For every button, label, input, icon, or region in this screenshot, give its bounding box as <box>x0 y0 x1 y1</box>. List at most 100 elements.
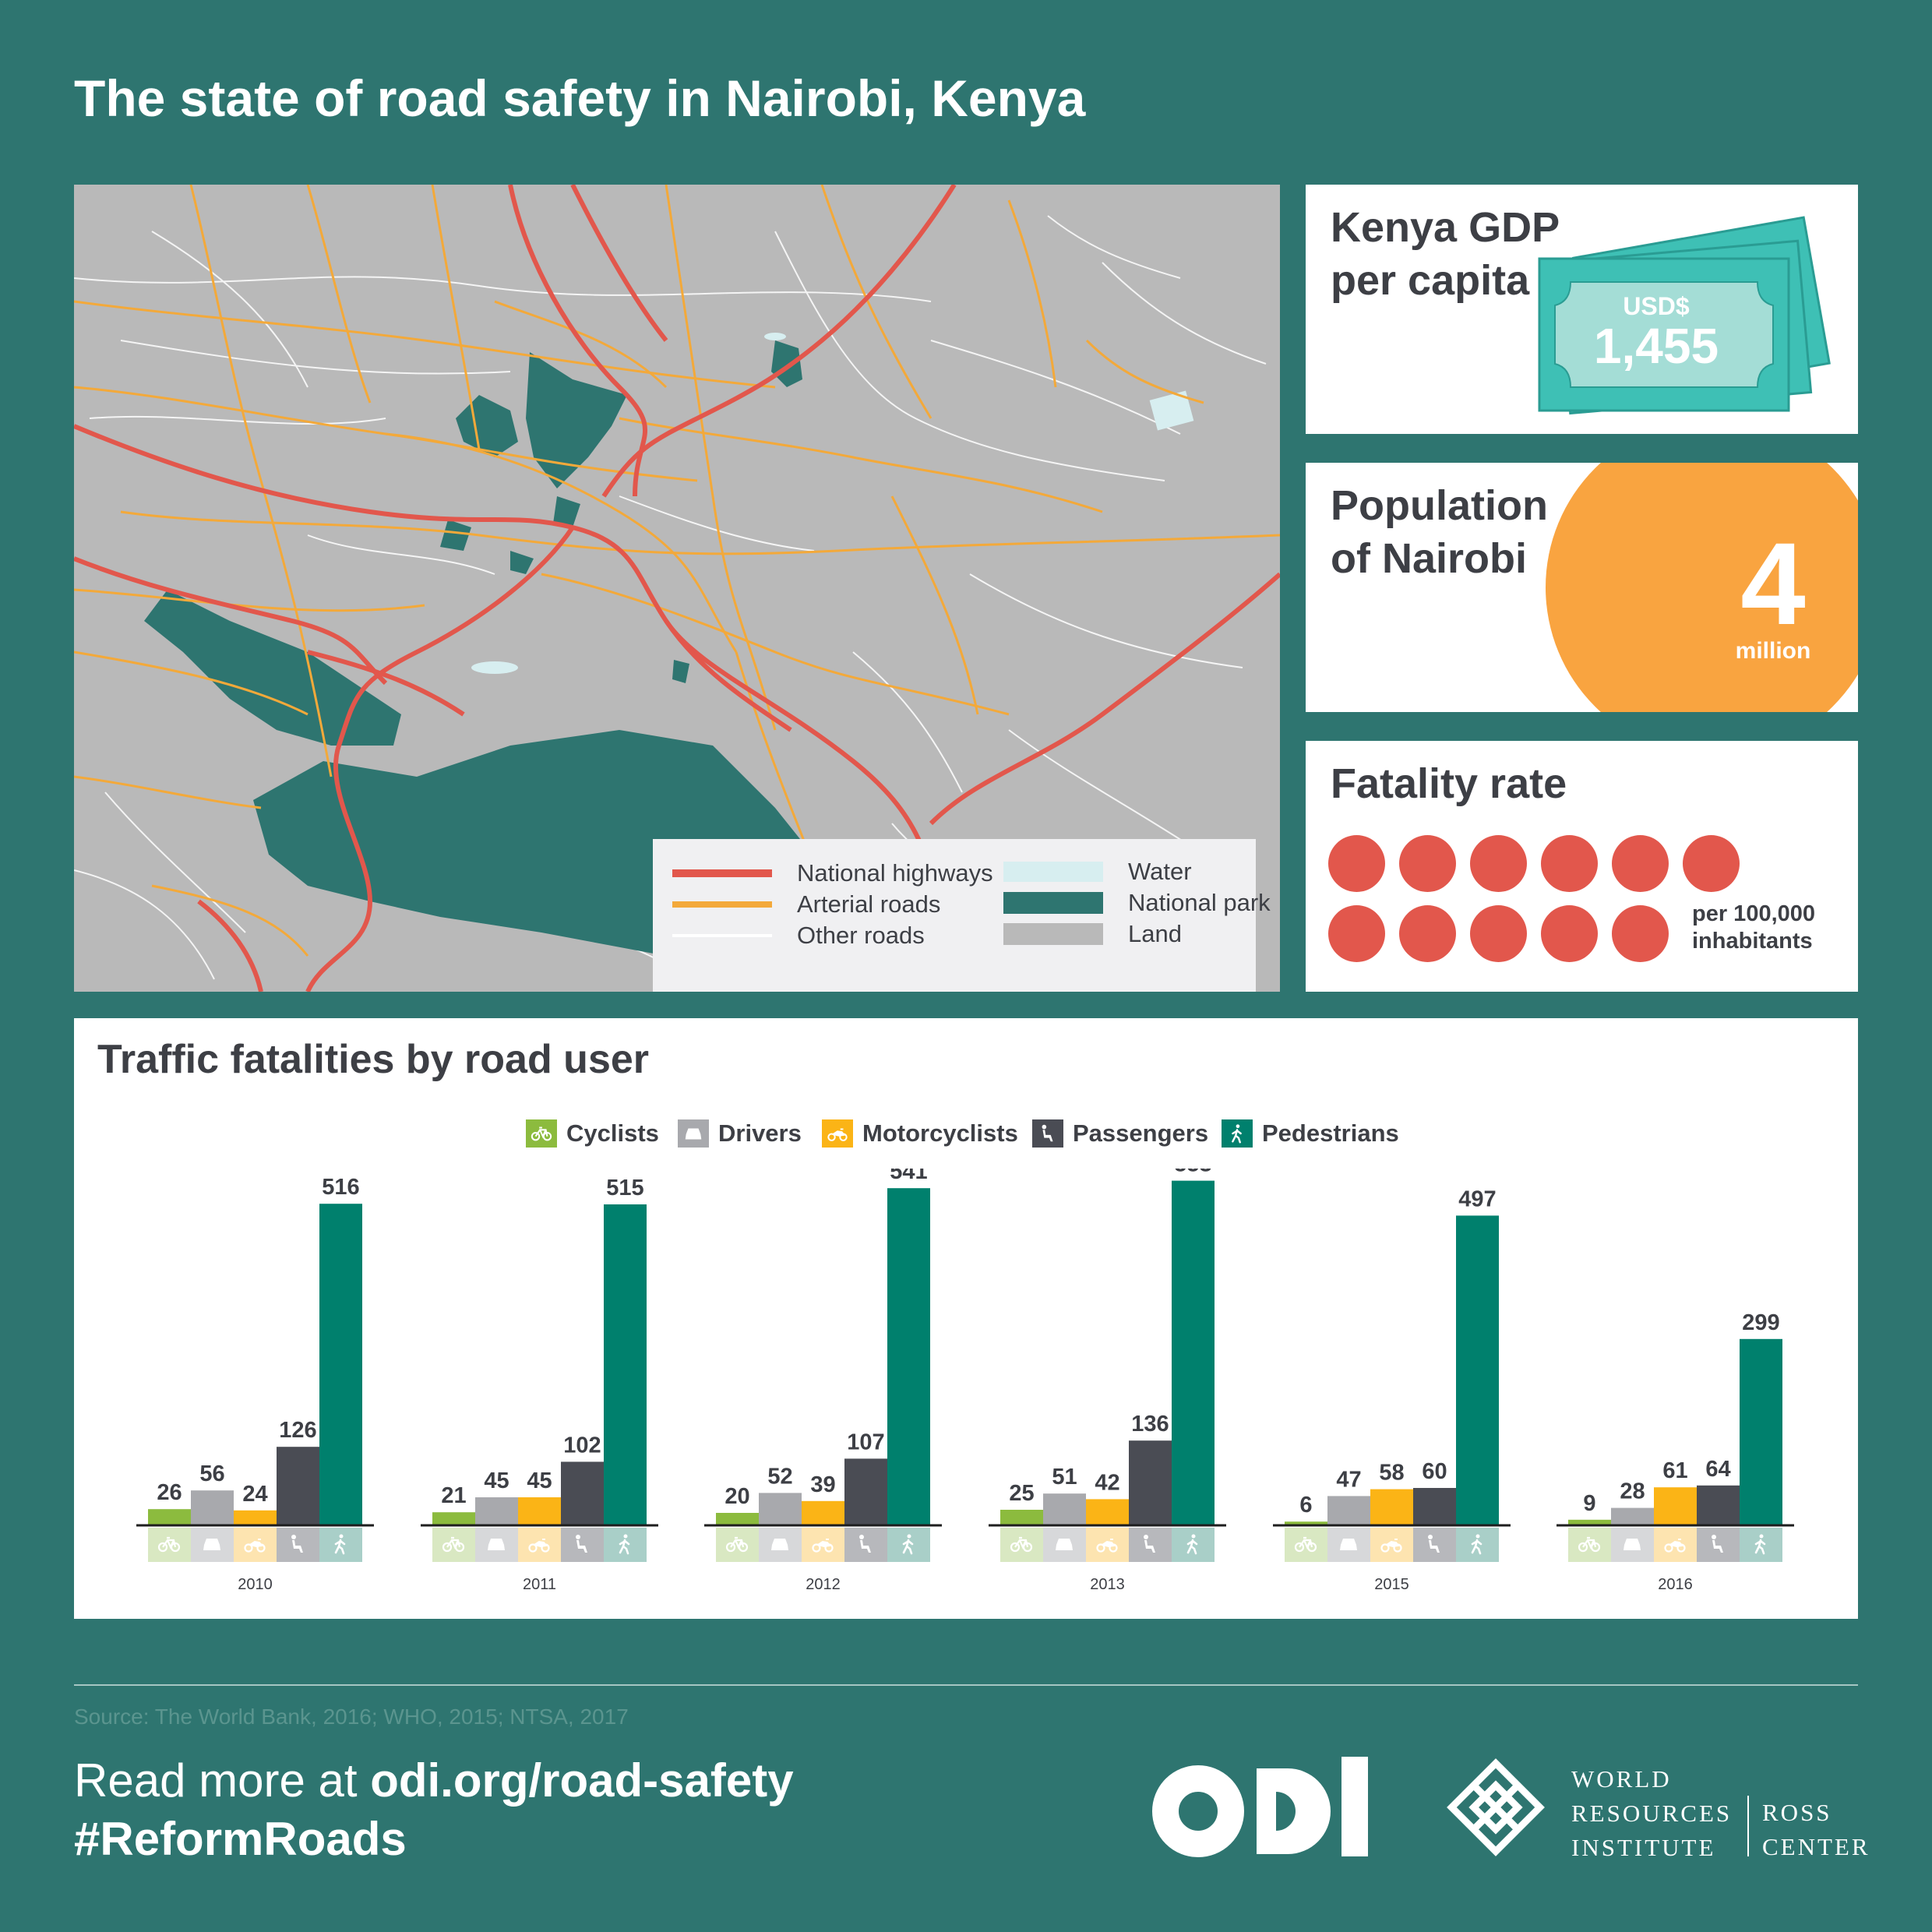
pedestrian-icon <box>334 1534 346 1555</box>
gdp-title: Kenya GDP per capita <box>1331 202 1560 307</box>
motorcycle-icon <box>1380 1539 1402 1553</box>
odi-logo <box>1152 1757 1368 1857</box>
bar-drivers-2011 <box>475 1497 518 1525</box>
map-other-roads <box>74 215 1267 980</box>
wri-logo-icon <box>1447 1758 1545 1856</box>
bar-group-2013: 25 51 42 136 553 2013 <box>989 1169 1226 1593</box>
ross-center-wordmark: ROSS CENTER <box>1762 1796 1870 1864</box>
pedestrian-icon <box>1471 1534 1482 1555</box>
icon-tile <box>561 1528 604 1562</box>
gdp-title-line2: per capita <box>1331 256 1530 304</box>
bar-passengers-2016 <box>1697 1485 1740 1525</box>
icon-tile <box>604 1528 647 1562</box>
bar-motorcyclists-2011 <box>518 1497 561 1525</box>
legend-label: Motorcyclists <box>862 1119 1018 1147</box>
legend-label: Cyclists <box>566 1119 659 1147</box>
bar-pedestrians-2015 <box>1456 1215 1499 1525</box>
bar-motorcyclists-2013 <box>1086 1499 1129 1525</box>
data-label: 47 <box>1336 1467 1361 1492</box>
seat-icon <box>291 1535 303 1553</box>
fatality-card: Fatality rate per 100,000 inhabitants <box>1306 741 1858 992</box>
gdp-title-line1: Kenya GDP <box>1331 204 1560 251</box>
bicycle-icon <box>725 1536 749 1553</box>
car-icon <box>771 1539 788 1550</box>
bar-motorcyclists-2012 <box>802 1500 844 1525</box>
icon-tile <box>844 1528 887 1562</box>
legend-arterial-roads: Arterial roads <box>672 890 940 918</box>
hashtag: #ReformRoads <box>74 1813 407 1865</box>
motorcycle-icon <box>822 1119 853 1148</box>
bar-cyclists-2016 <box>1568 1519 1611 1525</box>
gdp-value: 1,455 <box>1593 318 1719 374</box>
legend-label-land: Land <box>1128 920 1182 947</box>
car-icon <box>1056 1539 1073 1550</box>
page-title: The state of road safety in Nairobi, Ken… <box>74 69 1086 127</box>
motorcycle-icon <box>812 1539 834 1553</box>
population-title-line2: of Nairobi <box>1331 534 1527 582</box>
data-label: 553 <box>1174 1169 1211 1177</box>
fatality-dot <box>1541 905 1598 962</box>
legend-swatch-arterial <box>672 901 772 908</box>
legend-label: Drivers <box>718 1119 802 1147</box>
legend-label-arterial: Arterial roads <box>797 890 941 918</box>
bar-drivers-2010 <box>191 1490 234 1525</box>
legend-label: Passengers <box>1073 1119 1209 1147</box>
legend-other-roads: Other roads <box>672 922 925 950</box>
footer-divider <box>74 1684 1858 1686</box>
data-label: 61 <box>1662 1458 1687 1483</box>
data-label: 107 <box>847 1430 884 1454</box>
data-label: 56 <box>199 1461 224 1486</box>
data-label: 102 <box>563 1433 601 1458</box>
icon-tile <box>1740 1528 1782 1562</box>
legend-label-park: National park <box>1128 889 1271 916</box>
wri-divider <box>1747 1796 1749 1856</box>
legend-swatch-highways <box>672 869 772 877</box>
icon-tile <box>1172 1528 1215 1562</box>
bicycle-icon <box>442 1536 465 1553</box>
read-more: Read more at odi.org/road-safety #Reform… <box>74 1751 794 1868</box>
bar-cyclists-2015 <box>1285 1521 1327 1525</box>
fatality-dot <box>1328 835 1385 892</box>
bar-pedestrians-2011 <box>604 1204 647 1525</box>
fatality-dot <box>1328 905 1385 962</box>
data-label: 45 <box>527 1468 552 1493</box>
data-label: 21 <box>441 1483 466 1508</box>
data-label: 51 <box>1052 1465 1077 1490</box>
bar-pedestrians-2010 <box>319 1204 362 1525</box>
chart-title: Traffic fatalities by road user <box>97 1037 650 1082</box>
bar-cyclists-2011 <box>432 1512 475 1525</box>
population-card: Population of Nairobi 4 million <box>1306 463 1858 712</box>
fatality-dot <box>1541 835 1598 892</box>
population-unit: million <box>1735 638 1811 664</box>
bar-passengers-2013 <box>1129 1440 1172 1525</box>
bar-group-2016: 9 28 61 64 299 2016 <box>1557 1310 1794 1593</box>
car-icon <box>203 1539 220 1550</box>
legend-item-motorcyclists: Motorcyclists <box>822 1119 1018 1148</box>
chart-card <box>74 1018 1858 1619</box>
data-label: 126 <box>279 1418 316 1443</box>
legend-national-park: National park <box>1003 889 1271 917</box>
data-label: 58 <box>1379 1461 1404 1486</box>
car-icon <box>1340 1539 1357 1550</box>
legend-swatch-other <box>672 934 772 937</box>
bar-drivers-2012 <box>759 1493 802 1525</box>
wri-line3: INSTITUTE <box>1571 1834 1716 1862</box>
ross-line1: ROSS <box>1762 1799 1832 1826</box>
bicycle-icon <box>526 1119 557 1148</box>
gdp-currency: USD$ <box>1623 292 1690 320</box>
fatality-unit-line1: per 100,000 <box>1692 901 1816 926</box>
data-label: 299 <box>1742 1310 1779 1335</box>
legend-item-pedestrians: Pedestrians <box>1222 1119 1399 1148</box>
fatality-dot <box>1470 905 1527 962</box>
icon-tile <box>277 1528 319 1562</box>
bar-pedestrians-2013 <box>1172 1180 1215 1525</box>
car-icon <box>1624 1539 1641 1550</box>
bicycle-icon <box>1578 1536 1601 1553</box>
icon-tile <box>1697 1528 1740 1562</box>
legend-national-highways: National highways <box>672 859 993 887</box>
pedestrian-icon <box>1754 1534 1766 1555</box>
map-arterial-roads <box>74 185 1280 957</box>
read-more-link[interactable]: odi.org/road-safety <box>370 1754 794 1807</box>
motorcycle-icon <box>1664 1539 1686 1553</box>
fatality-dot <box>1399 905 1456 962</box>
